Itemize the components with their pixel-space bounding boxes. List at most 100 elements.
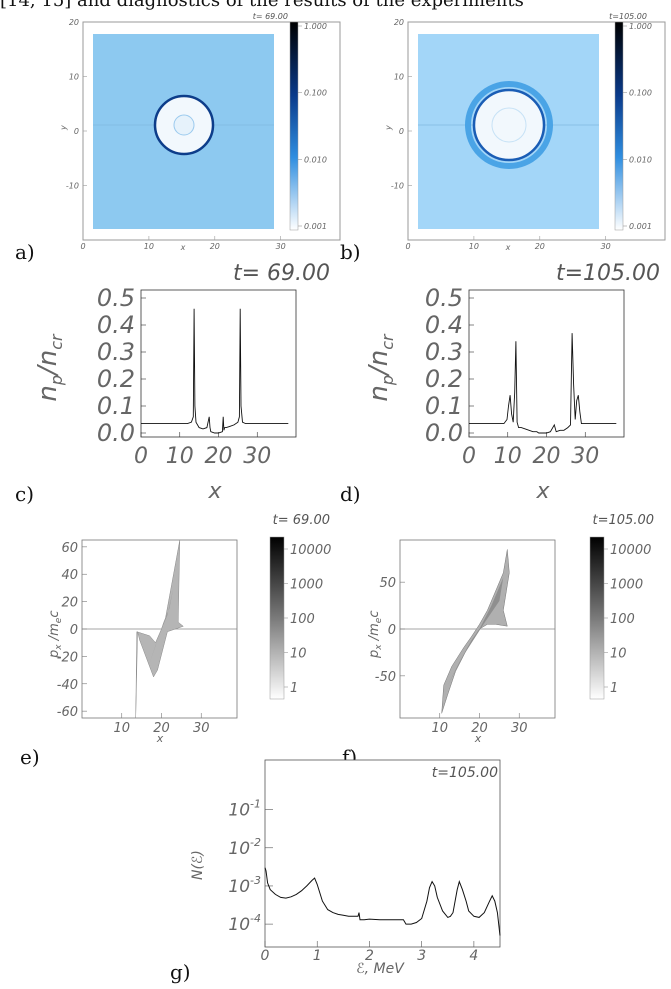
chart-g-xtick-label: 4 xyxy=(469,948,478,964)
chart-g-frame xyxy=(264,759,501,948)
chart-g-ytick-label: 10-3 xyxy=(228,874,261,897)
chart-a-ytick-label: 20 xyxy=(69,18,79,27)
chart-a-xtick-label: 20 xyxy=(210,242,220,251)
chart-e-distribution xyxy=(135,539,184,719)
chart-g-xlabel: ℰ, MeV xyxy=(356,961,405,977)
chart-f-colorbar-gradient xyxy=(589,536,605,700)
chart-a-title: t= 69.00 xyxy=(253,12,288,21)
svg-text:np/ncr: np/ncr xyxy=(33,333,66,402)
chart-b-xticks: 0 10 20 30 xyxy=(405,236,611,251)
chart-c-density-profile: t= 69.00 0.50.40.30.20.10.0 0 10 20 30 np/n… xyxy=(33,261,330,504)
chart-f-colorbar-tick-label: 10000 xyxy=(610,543,651,558)
chart-d-line xyxy=(469,333,617,434)
chart-e-ytick-label: 40 xyxy=(61,568,78,583)
chart-g-xtick-label: 0 xyxy=(261,948,270,964)
chart-g-series-line xyxy=(264,867,501,936)
chart-e-ylabel: px /mec xyxy=(47,611,64,659)
chart-f-xlabel: x xyxy=(474,732,482,745)
chart-b-ytick-label: 0 xyxy=(399,127,404,136)
chart-c-xtick-label: 10 xyxy=(166,444,194,469)
chart-d-xtick-label: 30 xyxy=(571,444,599,469)
chart-d-xtick-label: 0 xyxy=(462,444,476,469)
chart-a-density-map: t= 69.00 20 10 0 -10 0 10 20 30 y x xyxy=(59,12,341,252)
chart-e-ytick-label: -40 xyxy=(57,678,78,693)
chart-c-ytick-label: 0.3 xyxy=(97,338,135,366)
chart-b-colorbar-tick-label: 1.000 xyxy=(629,22,652,31)
chart-c-ytick-label: 0.5 xyxy=(97,284,135,312)
chart-b-xtick-label: 0 xyxy=(405,242,410,251)
chart-e-ytick-label: 60 xyxy=(61,541,78,556)
chart-a-colorbar-tick-label: 0.001 xyxy=(304,222,327,231)
chart-c-line xyxy=(141,308,289,434)
chart-b-colorbar-ticks: 1.000 0.100 0.010 0.001 xyxy=(623,22,652,231)
chart-b-xtick-label: 10 xyxy=(469,242,479,251)
chart-b-colorbar-tick-label: 0.100 xyxy=(629,89,652,98)
chart-e-phase-space: t= 69.00 60 40 20 0 -20 -40 -60 10 20 30 px /mec… xyxy=(47,513,330,745)
chart-b-ylabel: y xyxy=(384,125,393,131)
chart-b-ytick-label: 20 xyxy=(394,18,404,27)
chart-a-xlabel: x xyxy=(180,243,186,252)
chart-g-ytick-exponent: -4 xyxy=(250,912,261,925)
chart-f-ytick-label: 50 xyxy=(379,576,396,591)
chart-c-ytick-label: 0.0 xyxy=(97,419,135,447)
chart-d-ytick-label: 0.4 xyxy=(425,311,463,339)
chart-e-colorbar-tick-label: 10000 xyxy=(290,543,331,558)
chart-b-title: t=105.00 xyxy=(609,12,647,21)
chart-a-xtick-label: 30 xyxy=(276,242,286,251)
chart-b-colorbar-tick-label: 0.010 xyxy=(629,155,652,164)
chart-e-xticks: 10 20 30 xyxy=(113,713,210,736)
chart-f-xticks: 10 20 30 xyxy=(431,713,528,736)
chart-b-colorbar-gradient xyxy=(614,21,624,231)
chart-b-xtick-label: 30 xyxy=(601,242,611,251)
chart-g-xticks: 0 1 2 3 4 xyxy=(261,941,478,964)
chart-c-ytick-label: 0.2 xyxy=(97,365,135,393)
chart-f-title: t=105.00 xyxy=(593,513,654,528)
chart-e-ytick-label: -60 xyxy=(57,705,78,720)
top-text-fragment: [14, 15] and diagnostics of the results … xyxy=(0,0,524,11)
chart-a-ytick-label: 10 xyxy=(69,73,79,82)
panel-label-b: b) xyxy=(340,240,361,264)
chart-g-ytick-label: 10-2 xyxy=(228,836,261,859)
panel-label-a: a) xyxy=(15,240,35,264)
chart-c-xtick-label: 30 xyxy=(243,444,271,469)
chart-e-colorbar-ticks: 10000 1000 100 10 1 xyxy=(284,543,331,696)
chart-f-colorbar-tick-label: 100 xyxy=(610,612,635,627)
chart-a-colorbar-tick-label: 0.100 xyxy=(304,89,327,98)
chart-a-xticks: 0 10 20 30 xyxy=(80,236,286,251)
chart-g-xtick-label: 3 xyxy=(417,948,426,964)
chart-f-colorbar-tick-label: 1000 xyxy=(610,578,643,593)
chart-b-outer-shell xyxy=(465,81,553,169)
chart-e-colorbar-tick-label: 100 xyxy=(290,612,315,627)
chart-d-ytick-label: 0.0 xyxy=(425,419,463,447)
chart-e-xtick-label: 30 xyxy=(193,721,210,736)
chart-d-title: t=105.00 xyxy=(556,261,660,286)
panel-label-e: e) xyxy=(20,745,40,769)
chart-d-yticks: 0.50.40.30.20.10.0 xyxy=(425,284,474,447)
chart-g-title: t=105.00 xyxy=(432,765,498,781)
chart-g-energy-spectrum: t=105.00 10-1 10-2 10-3 10-4 0 1 2 3 4 N(ℰ) ℰ, … xyxy=(190,759,501,977)
svg-text:np/ncr: np/ncr xyxy=(364,333,397,402)
chart-d-ylabel: np/ncr xyxy=(364,333,397,402)
chart-a-colorbar: 1.000 0.100 0.010 0.001 xyxy=(289,21,327,231)
chart-f-xtick-label: 10 xyxy=(431,721,448,736)
chart-g-ytick-exponent: -2 xyxy=(250,836,261,849)
chart-e-colorbar-tick-label: 1000 xyxy=(290,578,323,593)
chart-d-ytick-label: 0.1 xyxy=(425,392,463,420)
chart-c-frame xyxy=(140,289,297,438)
chart-d-ytick-label: 0.3 xyxy=(425,338,463,366)
chart-e-colorbar-gradient xyxy=(269,536,285,700)
chart-g-ytick-label: 10-1 xyxy=(228,798,261,821)
chart-e-ytick-label: -20 xyxy=(57,650,78,665)
chart-a-xtick-label: 10 xyxy=(144,242,154,251)
chart-a-colorbar-tick-label: 1.000 xyxy=(304,22,327,31)
chart-f-colorbar-tick-label: 1 xyxy=(610,681,618,696)
chart-a-colorbar-ticks: 1.000 0.100 0.010 0.001 xyxy=(298,22,327,231)
chart-b-shell xyxy=(472,88,546,162)
chart-e-xlabel: x xyxy=(156,732,164,745)
chart-b-density-map: t=105.00 20 10 0 -10 0 10 20 30 y x xyxy=(384,12,666,252)
chart-a-ytick-label: 0 xyxy=(74,127,79,136)
chart-b-yticks: 20 10 0 -10 xyxy=(391,18,412,191)
chart-g-xtick-label: 1 xyxy=(313,948,322,964)
chart-g-yticks: 10-1 10-2 10-3 10-4 xyxy=(228,798,273,935)
chart-f-xtick-label: 20 xyxy=(471,721,488,736)
